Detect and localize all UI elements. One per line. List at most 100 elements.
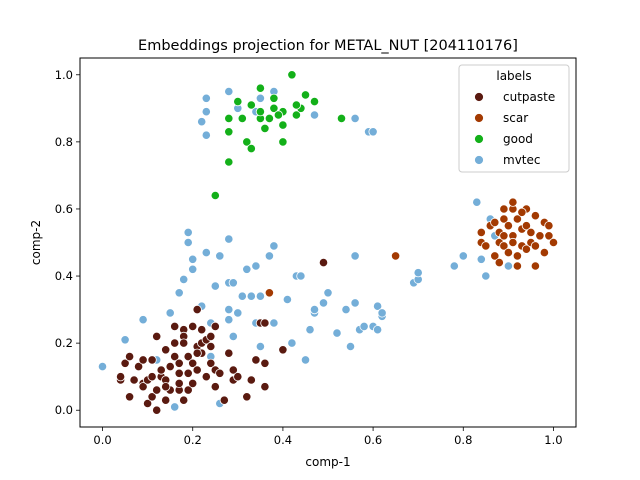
data-point-mvtec <box>242 264 252 274</box>
data-point-cutpaste <box>147 392 157 402</box>
legend-entries: cutpaste scar good mvtec <box>474 90 555 167</box>
plot-frame <box>79 57 577 428</box>
data-point-cutpaste <box>161 345 171 355</box>
x-tick-label: 0.0 <box>93 433 111 447</box>
data-point-mvtec <box>503 261 513 271</box>
data-point-mvtec <box>120 335 130 345</box>
legend-marker-cutpaste <box>474 92 484 102</box>
data-point-scar <box>499 241 509 251</box>
data-point-mvtec <box>183 227 193 237</box>
data-point-cutpaste <box>246 375 256 385</box>
data-point-cutpaste <box>174 358 184 368</box>
data-point-good <box>291 100 301 110</box>
legend-marker-scar <box>474 113 484 123</box>
data-point-scar <box>490 251 500 261</box>
data-point-scar <box>521 244 532 254</box>
data-point-scar <box>544 231 554 241</box>
data-point-mvtec <box>210 281 220 291</box>
data-point-cutpaste <box>251 355 261 365</box>
data-point-mvtec <box>413 268 423 278</box>
data-point-mvtec <box>188 264 198 274</box>
data-point-good <box>246 144 256 154</box>
data-point-cutpaste <box>260 318 270 328</box>
data-point-mvtec <box>138 315 148 325</box>
data-point-mvtec <box>372 301 383 311</box>
data-point-mvtec <box>165 308 175 318</box>
data-point-cutpaste <box>174 378 184 388</box>
data-point-scar <box>481 241 491 251</box>
data-point-mvtec <box>188 254 198 264</box>
data-point-scar <box>530 211 541 221</box>
data-point-mvtec <box>368 127 378 137</box>
y-tick-label: 0.6 <box>55 202 73 216</box>
data-point-good <box>309 97 320 107</box>
data-point-cutpaste <box>152 385 162 395</box>
data-point-mvtec <box>350 298 360 308</box>
data-point-mvtec <box>449 261 459 271</box>
data-point-cutpaste <box>201 372 211 382</box>
data-point-cutpaste <box>188 321 198 331</box>
data-point-scar <box>535 231 545 241</box>
data-point-scar <box>499 214 509 224</box>
legend-label-cutpaste: cutpaste <box>503 90 555 104</box>
data-point-cutpaste <box>143 398 153 409</box>
data-point-mvtec <box>377 308 387 318</box>
data-point-scar <box>530 261 541 271</box>
data-point-scar <box>512 261 523 271</box>
data-point-good <box>291 110 301 120</box>
data-point-cutpaste <box>129 375 139 385</box>
data-point-cutpaste <box>161 382 171 392</box>
data-point-cutpaste <box>134 361 144 372</box>
data-point-mvtec <box>228 278 238 288</box>
data-point-mvtec <box>476 254 486 264</box>
data-point-cutpaste <box>152 331 162 341</box>
data-point-mvtec <box>224 304 234 315</box>
y-axis-ticks: 0.0 0.2 0.4 0.6 0.8 1.0 <box>55 68 80 417</box>
y-tick-label: 0.0 <box>55 403 73 417</box>
x-tick-label: 0.2 <box>184 433 202 447</box>
data-point-mvtec <box>224 315 234 325</box>
data-point-scar <box>548 237 559 248</box>
data-point-mvtec <box>251 261 261 271</box>
data-point-cutpaste <box>278 345 288 355</box>
data-point-mvtec <box>350 113 360 124</box>
data-point-cutpaste <box>183 385 193 395</box>
data-point-good <box>260 123 270 133</box>
data-point-scar <box>517 207 527 217</box>
legend-marker-mvtec <box>474 155 484 165</box>
legend-label-mvtec: mvtec <box>503 153 540 167</box>
data-point-cutpaste <box>242 392 252 402</box>
data-point-good <box>264 113 274 124</box>
legend-label-scar: scar <box>503 111 528 125</box>
data-point-cutpaste <box>170 351 180 362</box>
data-point-mvtec <box>255 341 265 352</box>
y-tick-label: 0.4 <box>55 269 73 283</box>
data-point-mvtec <box>201 93 211 103</box>
data-point-cutpaste <box>174 368 184 378</box>
data-point-mvtec <box>183 237 193 248</box>
data-point-good <box>255 83 265 93</box>
data-point-mvtec <box>228 331 238 341</box>
data-point-good <box>278 137 288 147</box>
data-point-good <box>233 97 243 107</box>
data-point-mvtec <box>215 251 225 261</box>
legend-label-good: good <box>503 132 533 146</box>
data-point-mvtec <box>264 251 274 261</box>
data-point-mvtec <box>345 341 356 352</box>
data-point-cutpaste <box>170 338 180 348</box>
data-point-cutpaste <box>260 358 270 368</box>
data-point-mvtec <box>472 197 482 207</box>
data-point-mvtec <box>309 304 320 315</box>
x-tick-label: 0.8 <box>454 433 472 447</box>
y-axis-label: comp-2 <box>29 220 43 265</box>
data-point-mvtec <box>197 117 207 127</box>
data-point-scar <box>521 221 532 231</box>
data-point-scar <box>503 221 513 231</box>
data-point-scar <box>512 251 523 261</box>
data-point-scar <box>490 217 500 227</box>
data-point-mvtec <box>341 304 351 315</box>
data-point-good <box>224 127 234 137</box>
data-point-mvtec <box>224 86 234 97</box>
data-point-cutpaste <box>147 355 157 365</box>
